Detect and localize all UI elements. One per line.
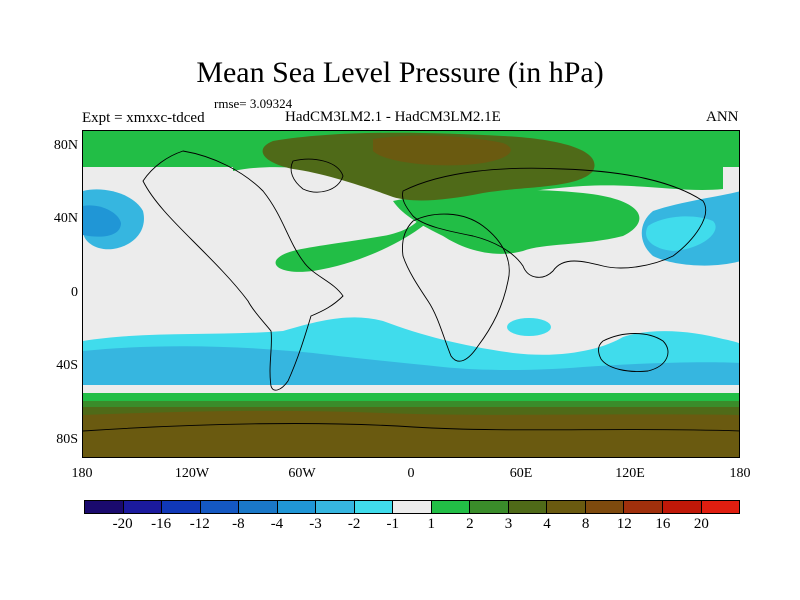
x-label-180e: 180 [729,466,751,481]
north-pacific-core [83,205,121,237]
colorbar-box [585,501,625,513]
x-label-0: 0 [407,466,415,481]
colorbar-label: 4 [543,516,551,532]
colorbar-label: 8 [581,516,590,532]
colorbar-label: 1 [427,516,436,532]
colorbar-box [277,501,317,513]
x-label-120e: 120E [615,466,645,481]
colorbar-box [85,501,124,513]
colorbar-label: -16 [151,516,172,532]
colorbar-label: 12 [616,516,632,532]
southern-darkgreen-band [83,401,739,407]
north-atlantic-green [233,167,723,272]
x-label-180w: 180 [71,466,93,481]
colorbar-label: 2 [466,516,474,532]
x-label-60w: 60W [288,466,316,481]
colorbar-label: -1 [386,516,399,532]
map-canvas [83,131,739,457]
colorbar-box [662,501,702,513]
pressure-map [82,130,740,458]
season-label: ANN [706,109,739,125]
y-label-40n: 40N [53,211,78,226]
y-label-0: 0 [71,285,78,300]
colorbar-box [508,501,548,513]
colorbar-label: -12 [189,516,210,532]
x-label-60e: 60E [509,466,533,481]
colorbar [84,500,740,514]
colorbar-label: 3 [504,516,513,532]
x-label-120w: 120W [174,466,210,481]
colorbar-box [123,501,163,513]
subtitle: HadCM3LM2.1 - HadCM3LM2.1E [285,109,501,125]
colorbar-box [316,501,355,513]
y-label-40s: 40S [56,358,78,373]
southern-mid-blue [83,346,739,385]
colorbar-box [624,501,663,513]
eurasia-green [393,189,640,254]
indian-ocean-blue [507,318,551,336]
colorbar-label: -3 [309,516,322,532]
nw-pacific-light [645,216,716,251]
y-label-80s: 80S [56,432,78,447]
colorbar-box [701,501,740,513]
colorbar-label: -20 [112,516,133,532]
arctic-brown [373,135,511,166]
colorbar-box [239,501,278,513]
y-label-80n: 80N [53,138,78,153]
colorbar-label: 20 [693,516,709,532]
arctic-olive [262,132,595,201]
colorbar-box [547,501,586,513]
colorbar-label: -8 [232,516,245,532]
page-title: Mean Sea Level Pressure (in hPa) [196,56,604,89]
colorbar-box [470,501,509,513]
colorbar-box [354,501,394,513]
colorbar-box [393,501,432,513]
colorbar-label: 16 [655,516,671,532]
colorbar-box [431,501,471,513]
experiment-label: Expt = xmxxc-tdced [82,110,205,126]
southern-green-band [83,393,739,401]
colorbar-label: -2 [347,516,361,532]
coastlines [83,150,739,432]
rmse-label: rmse= 3.09324 [214,96,293,111]
colorbar-box [200,501,240,513]
antarctic-brown [83,410,739,457]
colorbar-label: -4 [270,516,284,532]
colorbar-box [162,501,201,513]
